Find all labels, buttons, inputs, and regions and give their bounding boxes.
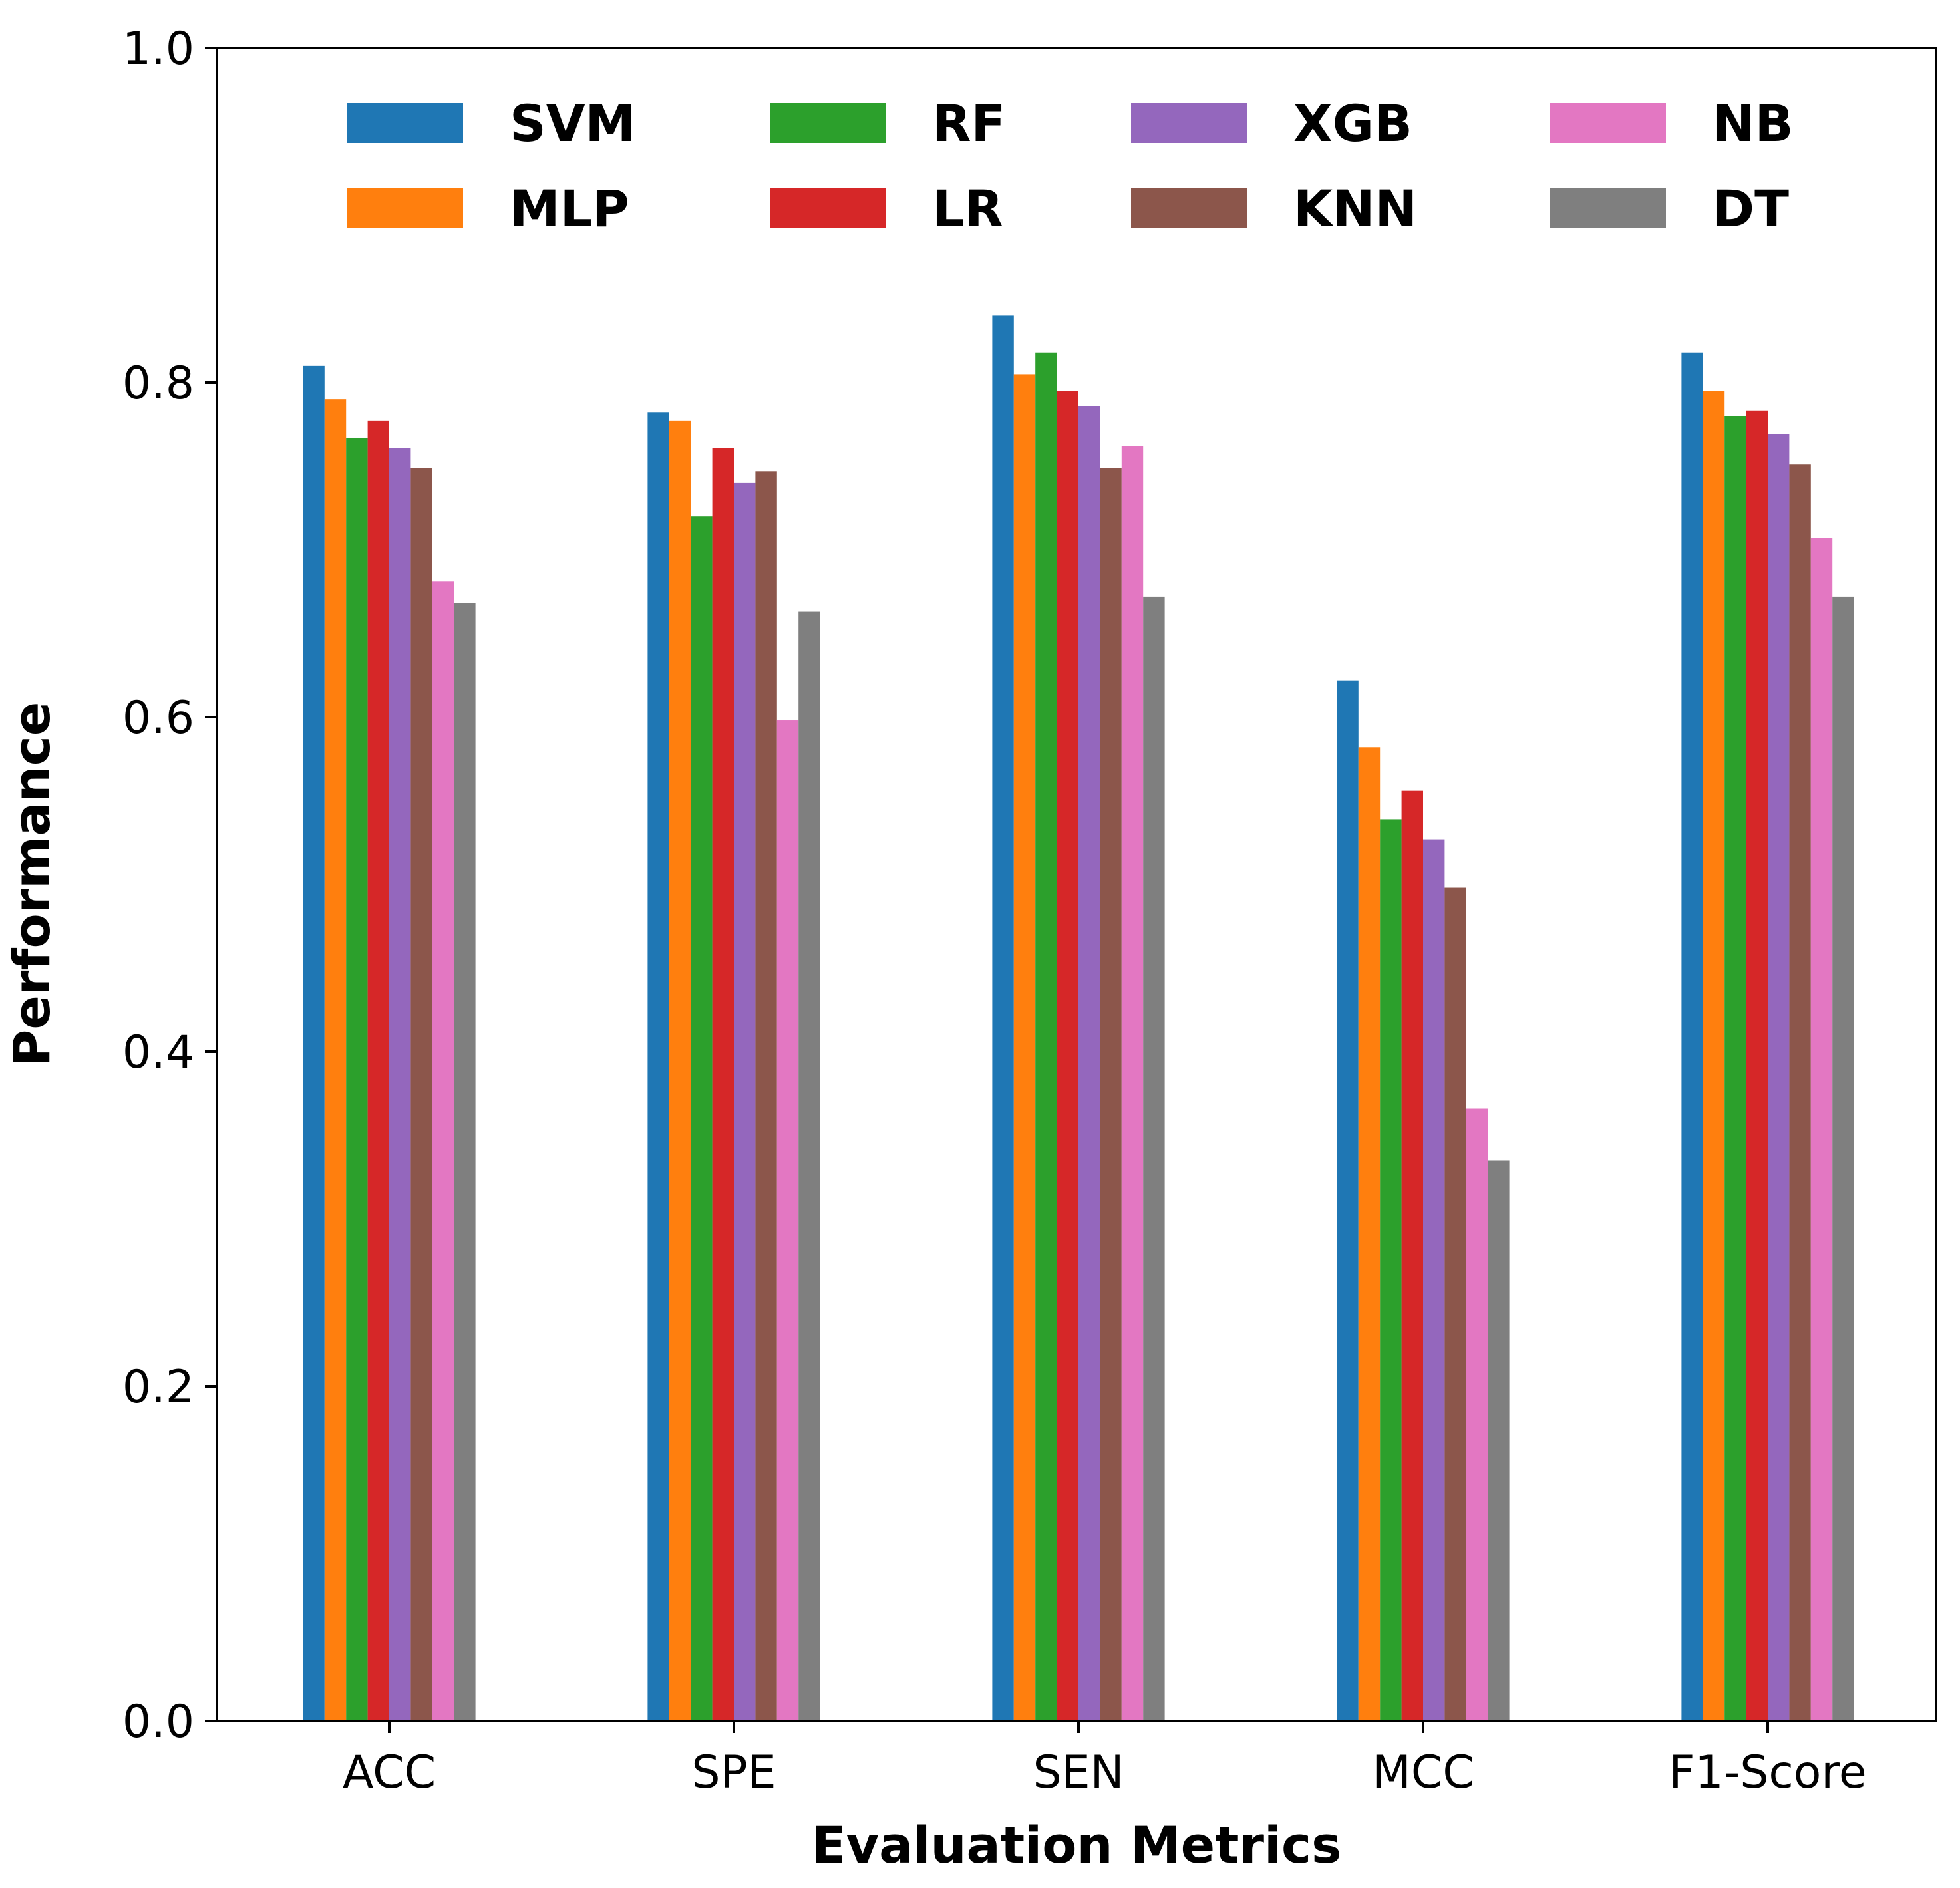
- bar-mlp-acc: [324, 399, 347, 1721]
- bar-mlp-spe: [669, 420, 691, 1721]
- legend-swatch-dt: [1550, 188, 1666, 228]
- bar-xgb-spe: [734, 482, 756, 1721]
- x-tick-label: ACC: [343, 1746, 436, 1799]
- bar-svm-acc: [303, 365, 325, 1721]
- bar-knn-f1-score: [1789, 464, 1811, 1721]
- legend-label-lr: LR: [932, 179, 1003, 238]
- bar-lr-f1-score: [1746, 410, 1768, 1721]
- bar-xgb-f1-score: [1768, 434, 1790, 1721]
- bar-xgb-acc: [389, 448, 411, 1722]
- bar-knn-spe: [755, 471, 777, 1722]
- bar-lr-acc: [367, 420, 389, 1721]
- legend-label-xgb: XGB: [1293, 94, 1412, 153]
- bar-mlp-mcc: [1358, 747, 1381, 1721]
- bar-svm-mcc: [1337, 680, 1359, 1722]
- legend-label-svm: SVM: [510, 94, 635, 153]
- y-tick-label: 0.0: [122, 1696, 194, 1748]
- bar-lr-mcc: [1401, 790, 1423, 1721]
- bar-knn-mcc: [1444, 887, 1466, 1721]
- x-tick-label: SPE: [691, 1746, 776, 1799]
- y-axis-title: Performance: [2, 702, 61, 1067]
- bar-nb-f1-score: [1810, 538, 1833, 1721]
- bar-nb-spe: [776, 720, 799, 1721]
- legend-swatch-mlp: [347, 188, 463, 228]
- bar-knn-sen: [1100, 468, 1122, 1721]
- bar-dt-acc: [454, 603, 476, 1721]
- legend: SVM MLP RF LR XGB KNN NB DT: [347, 94, 1794, 238]
- y-tick-label: 0.2: [122, 1361, 194, 1414]
- legend-swatch-lr: [770, 188, 886, 228]
- y-tick-label: 0.6: [122, 692, 194, 744]
- bar-dt-sen: [1143, 596, 1165, 1722]
- bar-dt-spe: [798, 611, 820, 1722]
- bar-rf-acc: [346, 437, 368, 1721]
- x-tick-label: SEN: [1033, 1746, 1124, 1799]
- bar-rf-spe: [691, 516, 713, 1722]
- bar-dt-mcc: [1488, 1160, 1510, 1721]
- y-tick-label: 0.4: [122, 1026, 194, 1079]
- bar-svm-f1-score: [1681, 352, 1703, 1721]
- legend-swatch-knn: [1131, 188, 1247, 228]
- bar-xgb-sen: [1078, 406, 1100, 1722]
- legend-swatch-svm: [347, 103, 463, 143]
- bar-mlp-sen: [1013, 374, 1036, 1721]
- legend-swatch-nb: [1550, 103, 1666, 143]
- legend-label-mlp: MLP: [510, 179, 629, 238]
- bars-layer: [303, 315, 1854, 1722]
- bar-rf-f1-score: [1724, 416, 1746, 1721]
- y-axis: 0.0 0.2 0.4 0.6 0.8 1.0: [122, 23, 217, 1748]
- bar-nb-sen: [1121, 446, 1144, 1721]
- legend-swatch-xgb: [1131, 103, 1247, 143]
- bar-rf-sen: [1035, 352, 1057, 1721]
- bar-lr-spe: [712, 448, 734, 1722]
- bar-lr-sen: [1057, 391, 1078, 1722]
- x-tick-label: F1-Score: [1669, 1746, 1866, 1799]
- bar-dt-f1-score: [1832, 596, 1854, 1722]
- y-tick-label: 0.8: [122, 357, 194, 410]
- bar-knn-acc: [410, 468, 432, 1721]
- x-tick-label: MCC: [1372, 1746, 1474, 1799]
- bar-rf-mcc: [1380, 819, 1402, 1721]
- bar-xgb-mcc: [1423, 839, 1445, 1721]
- legend-label-knn: KNN: [1293, 179, 1417, 238]
- plot-area-frame: [216, 47, 1937, 1722]
- bar-nb-mcc: [1466, 1108, 1488, 1721]
- bar-nb-acc: [432, 581, 454, 1722]
- legend-label-dt: DT: [1713, 179, 1789, 238]
- legend-label-rf: RF: [932, 94, 1005, 153]
- legend-swatch-rf: [770, 103, 886, 143]
- legend-label-nb: NB: [1713, 94, 1794, 153]
- bar-mlp-f1-score: [1703, 391, 1725, 1722]
- y-tick-label: 1.0: [122, 23, 194, 75]
- x-axis-title: Evaluation Metrics: [812, 1815, 1342, 1875]
- bar-svm-sen: [992, 315, 1014, 1722]
- bar-svm-spe: [647, 412, 669, 1721]
- x-axis: ACC SPE SEN MCC F1-Score: [343, 1721, 1867, 1799]
